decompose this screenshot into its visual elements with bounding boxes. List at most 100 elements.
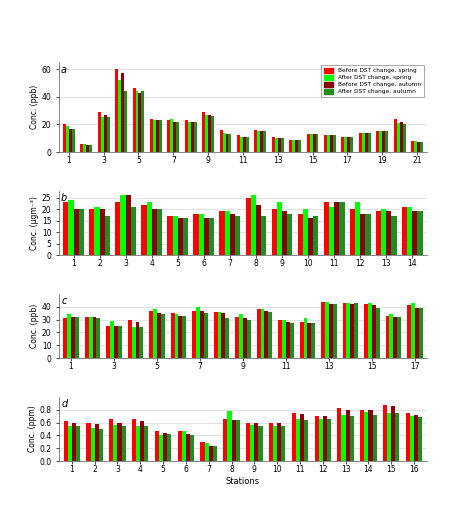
Bar xyxy=(298,214,303,255)
Legend: Before DST change, spring, After DST change, spring, Before DST change, autumn, : Before DST change, spring, After DST cha… xyxy=(321,65,424,97)
Bar xyxy=(92,317,96,358)
Bar xyxy=(387,413,391,461)
Bar xyxy=(281,138,283,152)
Bar xyxy=(199,214,204,255)
Bar xyxy=(330,135,333,152)
Bar xyxy=(121,426,126,461)
Bar xyxy=(393,317,397,358)
Bar xyxy=(312,134,316,152)
Bar xyxy=(365,133,368,152)
Bar xyxy=(173,122,176,152)
Bar xyxy=(251,195,256,255)
Bar xyxy=(183,219,188,255)
Bar xyxy=(157,313,161,358)
Bar xyxy=(136,91,138,152)
Bar xyxy=(155,431,159,461)
Bar xyxy=(124,91,127,152)
Bar xyxy=(186,434,190,461)
Bar xyxy=(303,318,307,358)
Bar xyxy=(368,410,373,461)
Bar xyxy=(365,412,368,461)
Bar xyxy=(243,318,247,358)
Bar xyxy=(339,203,345,255)
Bar xyxy=(350,304,354,358)
Bar xyxy=(107,118,109,152)
Bar xyxy=(219,211,225,255)
Bar xyxy=(69,128,72,152)
Bar xyxy=(286,322,290,358)
Text: b: b xyxy=(61,193,67,203)
Bar xyxy=(225,318,229,358)
Bar xyxy=(228,134,231,152)
Bar xyxy=(346,410,350,461)
Bar xyxy=(75,317,79,358)
Bar xyxy=(235,317,239,358)
Bar xyxy=(282,320,286,358)
Bar xyxy=(313,216,319,255)
Bar xyxy=(63,124,66,152)
Bar xyxy=(278,138,281,152)
Bar xyxy=(333,135,336,152)
Bar xyxy=(397,123,400,152)
Bar xyxy=(159,120,162,152)
Bar xyxy=(153,120,156,152)
Bar xyxy=(219,130,223,152)
Bar xyxy=(146,203,152,255)
Bar xyxy=(246,198,251,255)
Bar xyxy=(223,133,226,152)
Y-axis label: Conc. (ppm): Conc. (ppm) xyxy=(27,406,36,452)
Bar xyxy=(310,134,312,152)
Bar xyxy=(115,203,120,255)
Bar xyxy=(138,93,141,152)
Bar xyxy=(167,216,173,255)
Bar xyxy=(205,443,209,461)
Bar xyxy=(368,133,371,152)
Bar xyxy=(415,308,419,358)
Bar xyxy=(258,426,263,461)
Bar xyxy=(296,419,300,461)
Bar xyxy=(114,326,118,358)
Bar xyxy=(86,145,89,152)
Bar xyxy=(76,426,80,461)
Bar xyxy=(350,209,355,255)
Bar xyxy=(159,435,163,461)
Bar xyxy=(411,303,415,358)
Bar xyxy=(372,306,376,358)
Bar xyxy=(193,214,199,255)
Bar xyxy=(327,419,331,461)
Bar xyxy=(275,138,278,152)
Bar xyxy=(261,309,264,358)
Bar xyxy=(418,211,423,255)
Bar xyxy=(260,131,263,152)
Bar xyxy=(201,442,205,461)
Bar xyxy=(64,421,68,461)
Bar xyxy=(204,313,208,358)
Bar xyxy=(282,211,287,255)
Bar xyxy=(152,209,157,255)
Bar xyxy=(71,317,75,358)
Bar xyxy=(174,314,179,358)
Bar xyxy=(392,216,397,255)
Bar xyxy=(277,203,282,255)
Bar xyxy=(397,317,401,358)
Bar xyxy=(324,135,327,152)
Bar xyxy=(250,425,255,461)
Bar xyxy=(257,309,261,358)
Bar xyxy=(307,134,310,152)
Bar xyxy=(257,131,260,152)
Bar xyxy=(68,426,72,461)
Bar xyxy=(412,211,418,255)
Bar xyxy=(379,131,382,152)
Bar xyxy=(394,119,397,152)
Bar xyxy=(223,419,228,461)
Bar xyxy=(315,416,319,461)
Bar xyxy=(319,419,323,461)
Bar xyxy=(100,118,104,152)
Bar xyxy=(390,314,393,358)
Bar xyxy=(420,142,423,152)
Bar xyxy=(89,317,92,358)
Y-axis label: Conc. (ppb): Conc. (ppb) xyxy=(30,304,39,348)
Bar xyxy=(167,120,170,152)
Bar xyxy=(208,114,211,152)
Bar xyxy=(145,426,148,461)
